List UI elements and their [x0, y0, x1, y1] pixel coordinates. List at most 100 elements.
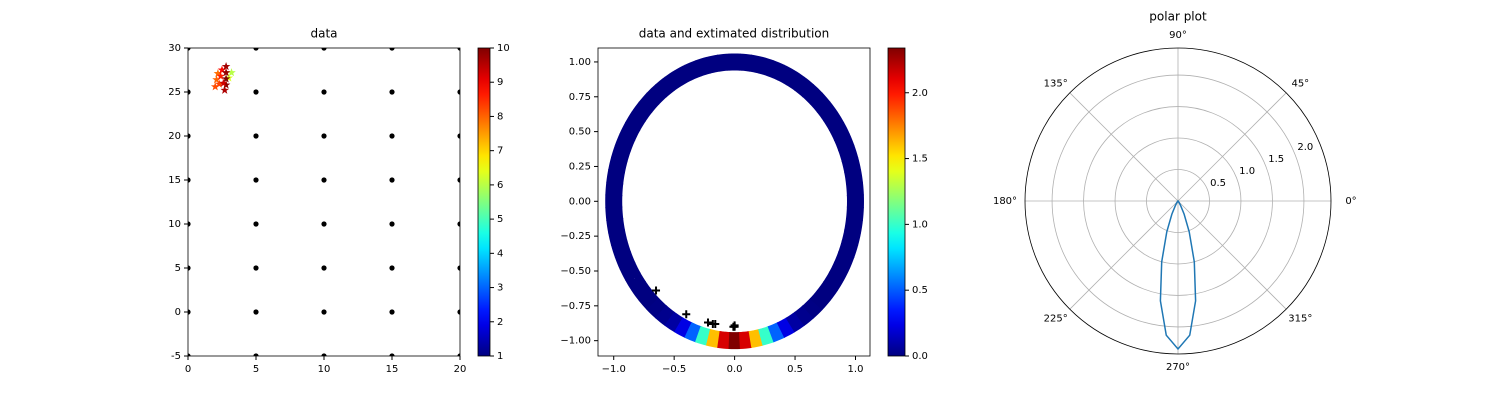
y-tick-label: 0: [175, 307, 181, 318]
ring-segment: [771, 330, 782, 334]
r-tick-label: 0.5: [1210, 178, 1226, 189]
point: [682, 310, 690, 318]
ring-segment: [708, 63, 719, 65]
ring-segment: [750, 63, 761, 65]
ring-segment: [653, 304, 662, 312]
ring-segment: [790, 319, 800, 326]
colorbar-tick-label: 10: [497, 43, 510, 54]
y-tick-label: 25: [168, 87, 181, 98]
chart-title: polar plot: [1149, 10, 1207, 24]
point: [253, 221, 258, 226]
grid-spoke: [1178, 93, 1286, 201]
ring-segment: [854, 207, 855, 220]
ring-segment: [808, 90, 817, 98]
ring-segment: [739, 62, 750, 63]
ring-segment: [850, 231, 853, 244]
ring-segment: [627, 126, 633, 137]
theta-tick-label: 0°: [1345, 196, 1356, 207]
ring-segment: [661, 312, 670, 320]
point: [321, 133, 326, 138]
ring-segment: [632, 276, 639, 287]
ring-segment: [645, 98, 653, 107]
ring-segment: [846, 148, 850, 160]
point: [389, 89, 394, 94]
x-tick-label: −1.0: [602, 364, 626, 375]
ring-segment: [760, 334, 771, 337]
ring-segment: [830, 116, 837, 127]
colorbar-tick-label: 7: [497, 146, 503, 157]
ring-segment: [718, 62, 729, 63]
chart-title: data and extimated distribution: [639, 27, 830, 41]
point: [389, 309, 394, 314]
ring-segment: [836, 126, 842, 137]
y-tick-label: 10: [168, 219, 181, 230]
colorbar-tick-label: 2: [497, 317, 503, 328]
ring-segment: [616, 159, 619, 172]
x-tick-label: 1.0: [848, 364, 864, 375]
y-tick-label: 20: [168, 131, 181, 142]
grid-spoke: [1070, 93, 1178, 201]
ring-segment: [799, 84, 808, 92]
point: [253, 133, 258, 138]
ring-segment: [698, 65, 709, 68]
y-tick-label: 5: [175, 263, 181, 274]
x-tick-label: 0.5: [787, 364, 803, 375]
y-tick-label: 0.00: [569, 196, 591, 207]
y-tick-label: 0.75: [569, 92, 591, 103]
colorbar-tick-label: 0.0: [912, 351, 928, 362]
y-tick-label: −1.00: [560, 336, 591, 347]
theta-tick-label: 180°: [993, 196, 1017, 207]
ring-segment: [846, 243, 850, 255]
ring-segment: [614, 207, 615, 220]
point: [704, 319, 712, 327]
plot-area: [185, 45, 462, 358]
ring-segment: [718, 339, 729, 340]
y-tick-label: 0.25: [569, 161, 591, 172]
point: [389, 265, 394, 270]
ring-segment: [708, 337, 719, 339]
ring-segment: [688, 68, 699, 72]
point: [389, 221, 394, 226]
ring-segment: [842, 254, 847, 266]
ring-segment: [627, 265, 633, 276]
ring-segment: [669, 77, 679, 84]
ring-segment: [739, 339, 750, 340]
colorbar-tick-label: 6: [497, 180, 503, 191]
point: [253, 177, 258, 182]
point: [321, 309, 326, 314]
ring-segment: [823, 286, 830, 296]
grid-spoke: [1178, 201, 1286, 309]
r-tick-label: 1.0: [1239, 166, 1255, 177]
x-tick-label: 20: [454, 364, 467, 375]
ring-segment: [614, 183, 615, 196]
theta-tick-label: 315°: [1288, 313, 1312, 324]
r-tick-label: 1.5: [1268, 154, 1284, 165]
ring-segment: [653, 90, 662, 98]
ring-segment: [808, 304, 817, 312]
chart-title: data: [310, 27, 337, 41]
point: [253, 265, 258, 270]
ring-segment: [780, 72, 790, 78]
y-tick-label: 0.50: [569, 127, 591, 138]
colorbar-tick-label: 3: [497, 283, 503, 294]
ring-segment: [842, 137, 847, 149]
ring-segment: [615, 219, 617, 232]
point: [389, 133, 394, 138]
ring-segment: [678, 72, 688, 78]
ring-segment: [850, 159, 853, 172]
ring-segment: [632, 116, 639, 127]
point: [253, 309, 258, 314]
point: [389, 177, 394, 182]
ring-segment: [623, 254, 628, 266]
theta-tick-label: 90°: [1169, 30, 1187, 41]
y-tick-label: 15: [168, 175, 181, 186]
y-tick-label: −0.50: [560, 266, 591, 277]
x-tick-label: 15: [386, 364, 399, 375]
colorbar-tick-label: 1: [497, 351, 503, 362]
plot-area: [614, 62, 856, 341]
ring-segment: [678, 325, 688, 331]
theta-tick-label: 270°: [1166, 362, 1190, 373]
grid-spoke: [1070, 201, 1178, 309]
